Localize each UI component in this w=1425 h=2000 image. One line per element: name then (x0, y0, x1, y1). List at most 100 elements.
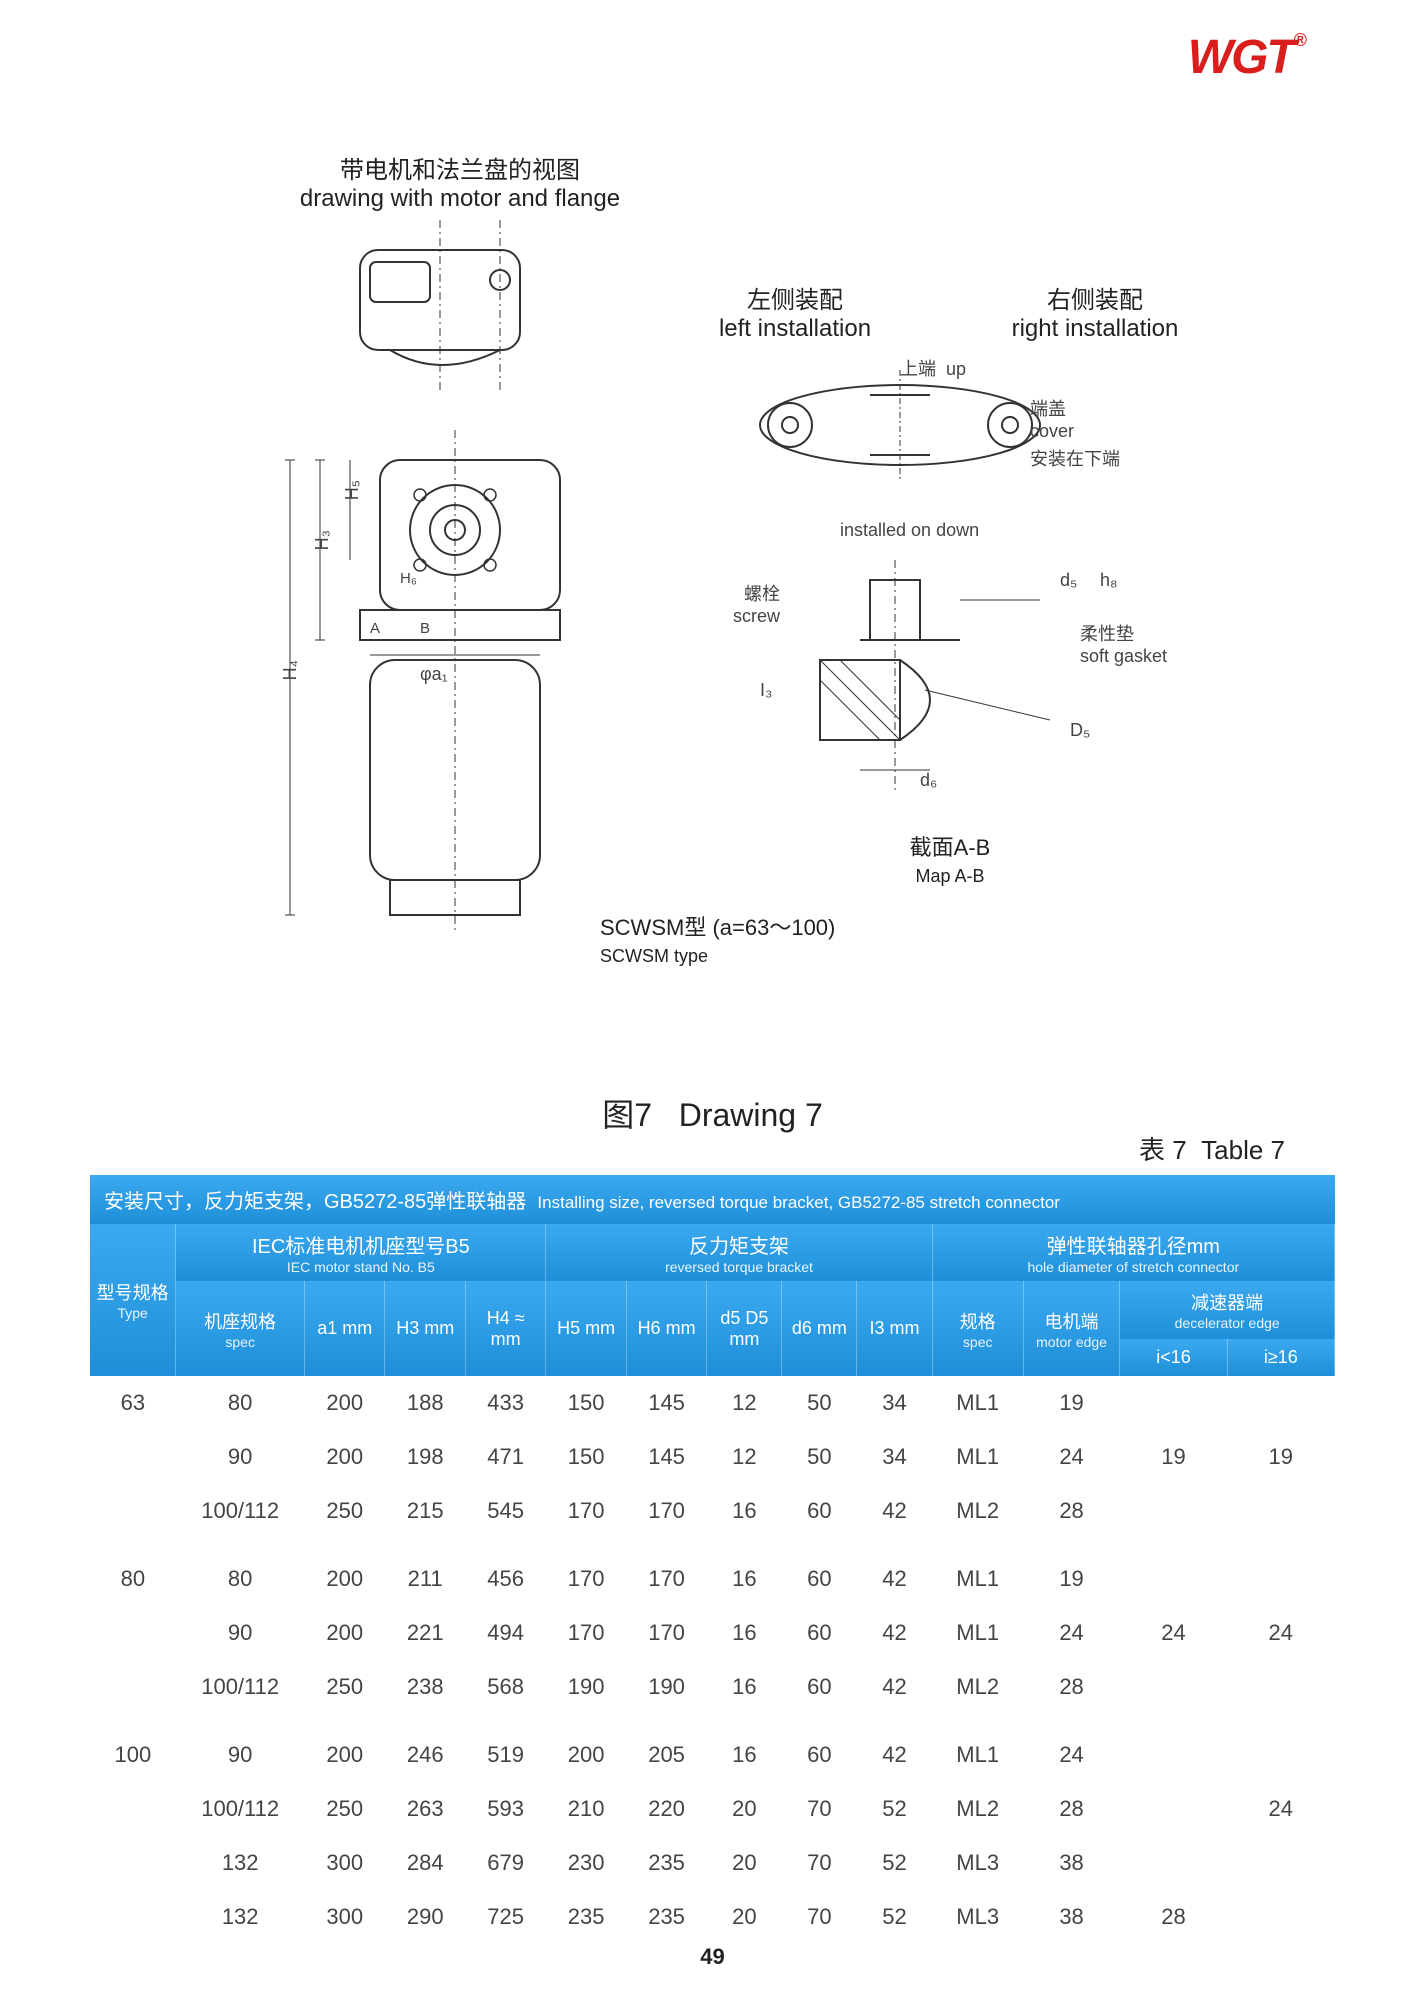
label-right-install: 右侧装配 right installation (970, 280, 1220, 343)
table-cell (90, 1782, 176, 1836)
table-cell: 24 (1227, 1782, 1334, 1836)
label-soft-gasket-cn: 柔性垫 (1080, 624, 1134, 644)
col-spec2: 规格 spec (932, 1281, 1023, 1376)
col-I3: I3 mm (857, 1281, 932, 1376)
table-cell: 211 (385, 1538, 465, 1606)
table-cell (1227, 1376, 1334, 1430)
table-cell: 12 (707, 1376, 782, 1430)
dim-d5: d₅ (1060, 570, 1077, 591)
col-ige16: i≥16 (1227, 1339, 1334, 1376)
label-screw: 螺栓 screw (720, 580, 780, 627)
table-cell: 190 (546, 1660, 626, 1714)
table-cell: 60 (782, 1484, 857, 1538)
table-cell (1227, 1538, 1334, 1606)
table-cell: 235 (626, 1890, 706, 1944)
table-cell (1227, 1484, 1334, 1538)
table-cell: ML1 (932, 1538, 1023, 1606)
col-spec: 机座规格 spec (176, 1281, 305, 1376)
table-cell: 132 (176, 1890, 305, 1944)
table-cell: 456 (465, 1538, 545, 1606)
table-cell: 190 (626, 1660, 706, 1714)
dim-d6: d₆ (920, 770, 937, 791)
table-banner: 安装尺寸，反力矩支架，GB5272-85弹性联轴器 Installing siz… (90, 1175, 1335, 1224)
table-cell: 238 (385, 1660, 465, 1714)
table-cell: 19 (1120, 1430, 1227, 1484)
table-row: 132300290725235235207052ML33828 (90, 1890, 1335, 1944)
table-cell: 16 (707, 1538, 782, 1606)
col-type: 型号规格 Type (90, 1224, 176, 1376)
table-cell: 90 (176, 1606, 305, 1660)
table-cell: 52 (857, 1836, 932, 1890)
col-group-iec: IEC标准电机机座型号B5 IEC motor stand No. B5 (176, 1224, 546, 1281)
table-cell: 42 (857, 1660, 932, 1714)
table-cell: 24 (1023, 1430, 1120, 1484)
table-cell: 145 (626, 1430, 706, 1484)
table-cell: 170 (626, 1484, 706, 1538)
table-cell: ML2 (932, 1782, 1023, 1836)
table-cell: 679 (465, 1836, 545, 1890)
table-cell: 52 (857, 1782, 932, 1836)
col-decel-cn: 减速器端 (1191, 1293, 1263, 1313)
drawing-title-cn: 图7 (602, 1097, 652, 1133)
table-cell: 90 (176, 1430, 305, 1484)
table-cell: ML1 (932, 1376, 1023, 1430)
page-number: 49 (0, 1944, 1425, 1970)
col-group-connector: 弹性联轴器孔径mm hole diameter of stretch conne… (932, 1224, 1334, 1281)
table-cell: 205 (626, 1714, 706, 1782)
table-cell: 28 (1120, 1890, 1227, 1944)
table-cell: 284 (385, 1836, 465, 1890)
label-soft-gasket-en: soft gasket (1080, 646, 1167, 666)
table-caption: 表 7 Table 7 (1139, 1130, 1285, 1167)
table-cell: 200 (305, 1538, 385, 1606)
col-group-connector-en: hole diameter of stretch connector (937, 1259, 1330, 1275)
dim-I3: I₃ (760, 680, 772, 701)
table-cell: 200 (305, 1376, 385, 1430)
table-cell: 230 (546, 1836, 626, 1890)
table-cell: ML1 (932, 1430, 1023, 1484)
col-motor-edge-cn: 电机端 (1045, 1312, 1099, 1332)
table-cell: ML3 (932, 1836, 1023, 1890)
table-cell: 568 (465, 1660, 545, 1714)
col-ilt16: i<16 (1120, 1339, 1227, 1376)
col-H6: H6 mm (626, 1281, 706, 1376)
table-cell: 16 (707, 1484, 782, 1538)
dim-h8: h₈ (1100, 570, 1117, 591)
dim-phi-a1: φa₁ (420, 664, 448, 685)
table-cell (1120, 1484, 1227, 1538)
label-scwsm: SCWSM型 (a=63～100) SCWSM type (600, 910, 940, 968)
table-cell: 200 (546, 1714, 626, 1782)
table-cell: 38 (1023, 1836, 1120, 1890)
label-up-cn: 上端 (900, 359, 936, 379)
col-d6: d6 mm (782, 1281, 857, 1376)
col-decel-en: decelerator edge (1124, 1315, 1330, 1331)
table-caption-en: Table 7 (1201, 1135, 1285, 1165)
col-H4: H4 ≈ mm (465, 1281, 545, 1376)
table-cell: 20 (707, 1890, 782, 1944)
table-cell: 145 (626, 1376, 706, 1430)
col-H3: H3 mm (385, 1281, 465, 1376)
table-cell: 200 (305, 1714, 385, 1782)
table-cell: 170 (546, 1538, 626, 1606)
drawing-top-view (300, 220, 600, 390)
table-cell: ML3 (932, 1890, 1023, 1944)
table-cell: ML1 (932, 1714, 1023, 1782)
col-group-bracket: 反力矩支架 reversed torque bracket (546, 1224, 932, 1281)
drawing-side-view (230, 430, 650, 960)
col-a1: a1 mm (305, 1281, 385, 1376)
table-cell: 42 (857, 1538, 932, 1606)
col-spec2-cn: 规格 (960, 1312, 996, 1332)
table-cell: 42 (857, 1714, 932, 1782)
label-up-en: up (946, 359, 966, 379)
table-banner-en: Installing size, reversed torque bracket… (537, 1193, 1060, 1212)
dim-A: A (370, 620, 380, 637)
table-cell (1227, 1714, 1334, 1782)
drawing-title-en: Drawing 7 (679, 1097, 823, 1133)
table-cell: 38 (1023, 1890, 1120, 1944)
table-cell: 100/112 (176, 1660, 305, 1714)
table-caption-cn: 表 7 (1139, 1135, 1187, 1165)
label-installed-down-en: installed on down (840, 520, 979, 541)
dim-H5: H₅ (342, 480, 363, 500)
table-cell: 24 (1227, 1606, 1334, 1660)
label-scwsm-cn: SCWSM型 (600, 915, 706, 940)
dim-D5: D₅ (1070, 720, 1090, 741)
